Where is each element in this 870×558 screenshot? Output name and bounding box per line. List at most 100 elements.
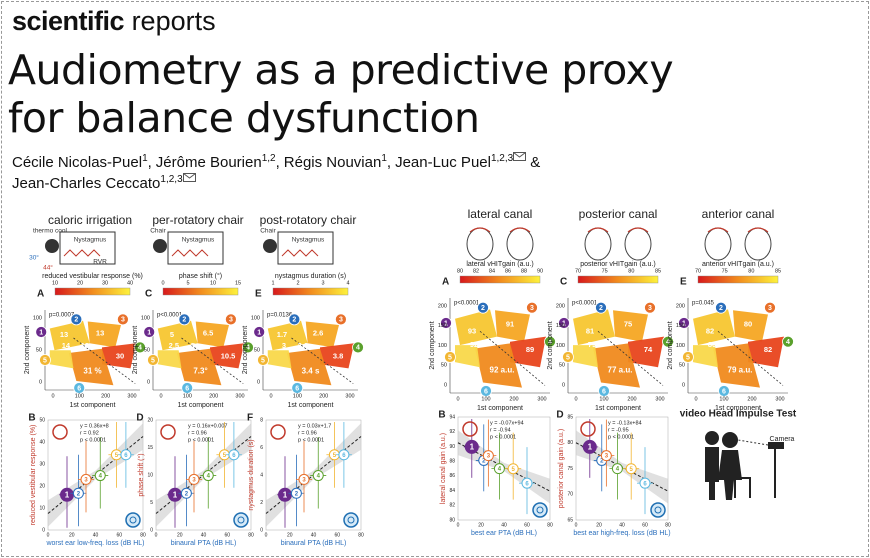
y-tick-label: 75 — [567, 466, 573, 472]
region-id: 6 — [185, 385, 189, 392]
x-tick-label: 100 — [719, 396, 728, 402]
region-value: 1.7 — [277, 330, 287, 339]
x-tick-label: 40 — [619, 522, 625, 528]
region-id: 2 — [719, 305, 723, 312]
region-value: 3.8 — [333, 351, 343, 360]
colorbar-tick: 88 — [521, 268, 527, 274]
cochlea-icon — [125, 512, 141, 528]
region-marker — [526, 301, 538, 314]
panel-letter: C — [560, 277, 567, 288]
region-id: 4 — [548, 339, 552, 346]
icon-person-head — [722, 432, 738, 448]
icon-label: thermo cool — [33, 228, 68, 235]
x-axis-label: 1st component — [595, 405, 641, 412]
icon-head — [45, 239, 59, 253]
icon-label: 44° — [43, 264, 53, 272]
x-tick-label: 0 — [159, 393, 162, 399]
equation: r = 0.96 — [298, 430, 317, 436]
equation: p < 0.0001 — [298, 437, 324, 443]
x-axis-label: 1st component — [288, 402, 334, 409]
y-tick-label: 0 — [150, 527, 153, 533]
point-id: 5 — [115, 453, 119, 459]
y-axis-label: posterior canal gain (a.u.) — [558, 429, 565, 508]
panel-letter: B — [28, 413, 35, 424]
y-tick-label: 200 — [676, 303, 685, 309]
region-value: 80 — [744, 320, 752, 329]
x-axis-label: 1st component — [70, 402, 116, 409]
colorbar — [162, 287, 239, 296]
x-tick-label: 0 — [457, 522, 460, 528]
x-tick-label: 20 — [287, 532, 293, 538]
region — [713, 343, 760, 388]
y-tick-label: 20 — [39, 483, 45, 489]
author-line: Cécile Nicolas-Puel1, Jérôme Bourien1,2, R… — [12, 152, 544, 171]
x-tick-label: 300 — [775, 396, 784, 402]
data-point — [611, 463, 623, 475]
colorbar-tick: 40 — [127, 280, 133, 286]
plot-frame — [575, 416, 669, 521]
region-marker — [544, 335, 556, 348]
cochlea-icon — [654, 506, 662, 514]
region-marker — [440, 317, 452, 329]
region-id: 1 — [257, 329, 261, 336]
point-id: 5 — [512, 467, 516, 473]
icon-label: RVR — [93, 259, 107, 266]
region-value: 93 — [468, 326, 476, 335]
equation: p < 0.0001 — [490, 434, 516, 440]
icon-head — [263, 239, 277, 253]
region-value: 2.6 — [298, 341, 308, 350]
region — [157, 350, 182, 369]
region-value: 13 — [60, 330, 68, 339]
point-id: 4 — [99, 474, 103, 480]
x-tick-label: 0 — [51, 393, 54, 399]
colorbar-tick: 1 — [271, 280, 274, 286]
region-marker — [181, 382, 194, 394]
equation: r = 0.92 — [80, 430, 99, 436]
cochlea-icon — [650, 502, 666, 518]
region-marker — [253, 326, 266, 338]
region — [628, 336, 664, 368]
icon-label: Chair — [150, 228, 166, 235]
x-tick-label: 0 — [47, 532, 50, 538]
cochlea-icon — [129, 516, 137, 524]
icon-head — [466, 227, 494, 261]
region — [49, 350, 74, 369]
panel-letter: E — [680, 277, 687, 288]
icon-label: Nystagmus — [182, 237, 215, 244]
equation: p < 0.0001 — [608, 434, 634, 440]
colorbar-tick: 85 — [775, 268, 781, 274]
region — [87, 321, 121, 348]
region — [286, 348, 332, 386]
colorbar-tick: 90 — [537, 268, 543, 274]
ear-icon — [462, 421, 478, 437]
region — [210, 343, 245, 369]
p-value: p<0.0001 — [454, 301, 480, 307]
y-tick-label: 200 — [556, 303, 565, 309]
x-tick-label: 100 — [599, 396, 608, 402]
region — [102, 343, 137, 369]
region-id: 6 — [722, 388, 726, 395]
y-axis-label: phase shift (°) — [137, 453, 145, 496]
colorbar-tick: 84 — [489, 268, 495, 274]
region-marker — [444, 351, 456, 363]
region-id: 2 — [292, 317, 296, 324]
region-id: 5 — [261, 357, 265, 364]
region-id: 2 — [182, 317, 186, 324]
region-value: 31 % — [83, 366, 101, 375]
data-point — [312, 470, 324, 482]
panel-letter: D — [136, 413, 143, 424]
x-tick-label: 200 — [747, 396, 756, 402]
x-tick-label: 40 — [501, 522, 507, 528]
point-id: 5 — [223, 453, 227, 459]
y-tick-label: 50 — [39, 417, 45, 423]
data-point — [625, 463, 637, 475]
x-tick-label: 0 — [456, 396, 459, 402]
mail-icon[interactable] — [182, 173, 196, 182]
region-value: 13 — [81, 341, 89, 350]
region-id: 3 — [121, 317, 125, 324]
icon-chair — [734, 477, 751, 498]
x-axis-label: worst ear low-freq. loss (dB HL) — [45, 540, 144, 547]
mail-icon[interactable] — [513, 152, 527, 161]
region-id: 1 — [682, 320, 686, 327]
region-id: 1 — [444, 320, 448, 327]
